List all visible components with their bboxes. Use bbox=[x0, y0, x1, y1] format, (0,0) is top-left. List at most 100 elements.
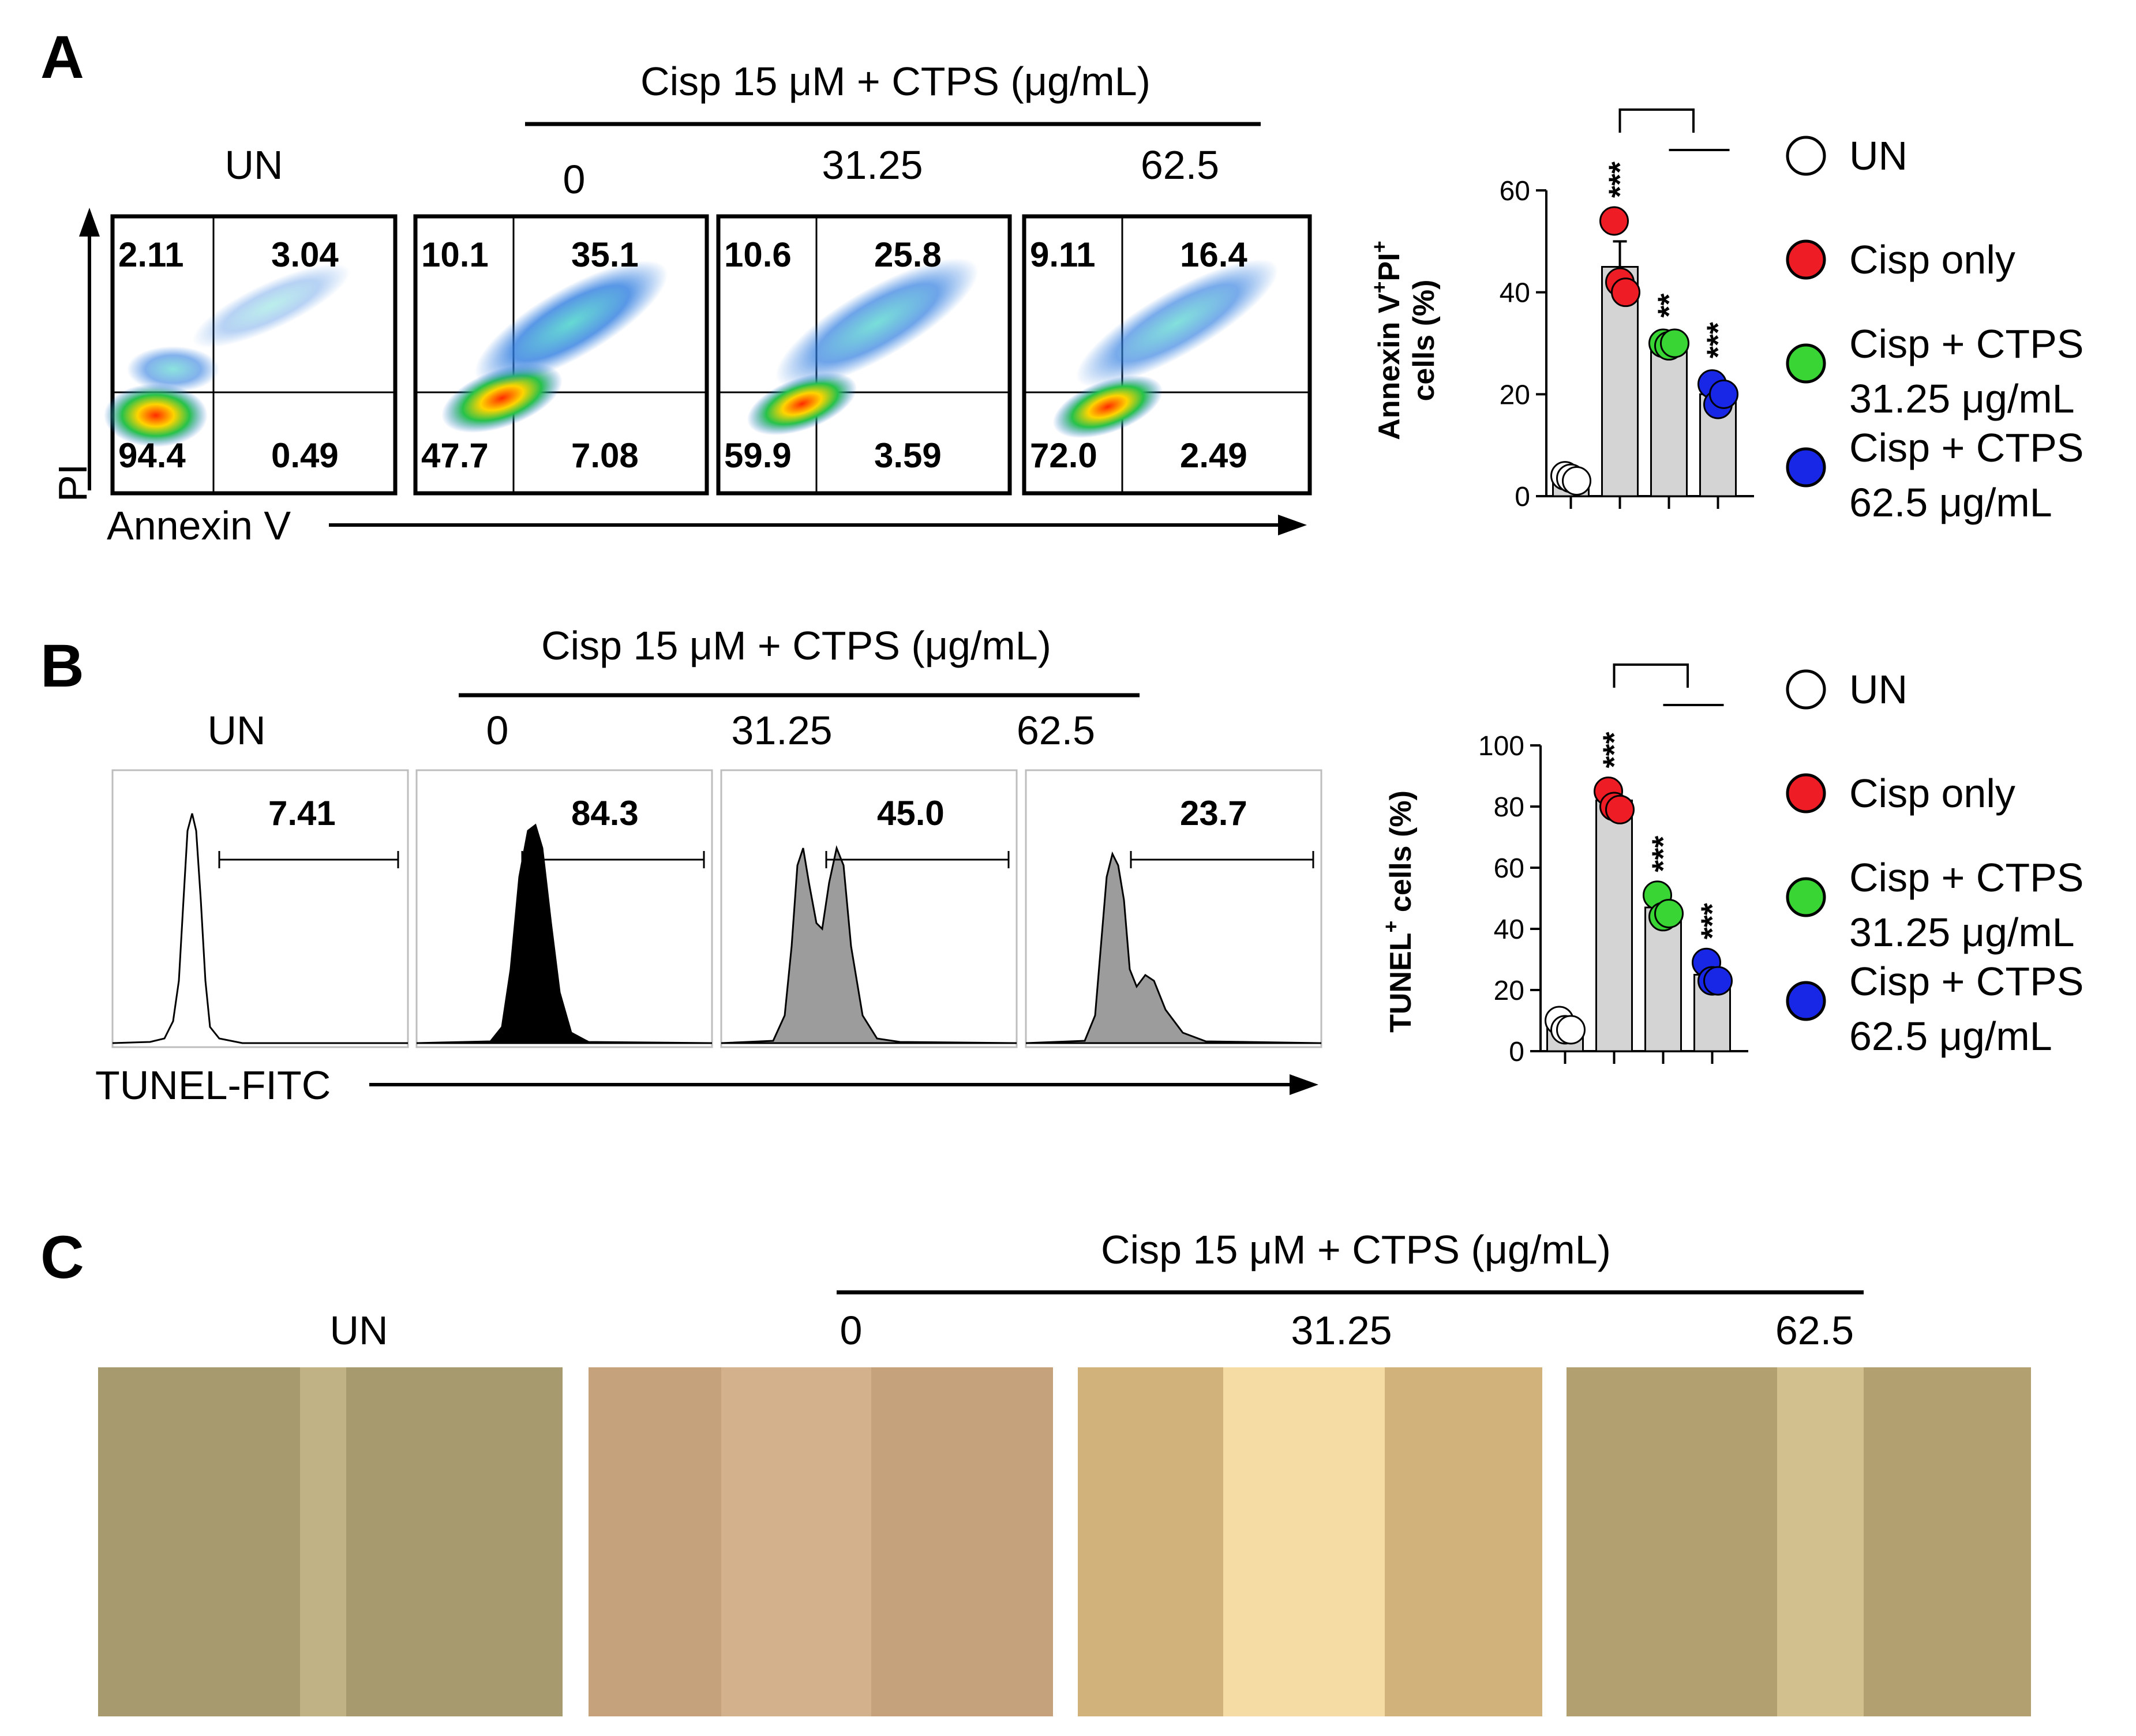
legend-marker bbox=[1786, 773, 1826, 813]
legend-label: Cisp only bbox=[1849, 237, 2015, 282]
q-ur: 3.04 bbox=[271, 235, 339, 274]
panel-b-group-31: 31.25 bbox=[731, 708, 832, 753]
legend-label: Cisp + CTPS bbox=[1849, 855, 2084, 900]
panel-a-x-label: Annexin V bbox=[107, 503, 291, 548]
y-tick-label: 80 bbox=[1494, 792, 1524, 823]
q-ul: 10.1 bbox=[421, 235, 489, 274]
panel-a-group-62: 62.5 bbox=[1141, 143, 1219, 188]
legend-label-line2: 62.5 μg/mL bbox=[1849, 1014, 2052, 1059]
y-axis-label: Annexin V+PI+ bbox=[1367, 241, 1406, 440]
legend-label: Cisp + CTPS bbox=[1849, 425, 2084, 470]
q-ll: 59.9 bbox=[724, 436, 792, 475]
legend-marker bbox=[1786, 877, 1826, 917]
panel-a-group-31: 31.25 bbox=[822, 143, 923, 188]
q-ll: 47.7 bbox=[421, 436, 489, 475]
bar bbox=[1595, 799, 1633, 1052]
gate-value: 45.0 bbox=[877, 794, 945, 833]
data-point bbox=[1660, 328, 1689, 358]
panel-c-group-62: 62.5 bbox=[1775, 1308, 1854, 1353]
hist-fill-62 bbox=[1025, 851, 1322, 1044]
y-tick-label: 100 bbox=[1478, 731, 1524, 762]
gate-value: 23.7 bbox=[1180, 794, 1247, 833]
y-axis-label-line2: cells (%) bbox=[1407, 280, 1441, 402]
panel-c-group-31: 31.25 bbox=[1291, 1308, 1392, 1353]
micrograph-cisp bbox=[589, 1367, 1053, 1716]
q-ur: 25.8 bbox=[874, 235, 942, 274]
micrograph-un bbox=[98, 1367, 563, 1716]
y-tick-label: 60 bbox=[1500, 176, 1530, 207]
q-ul: 9.11 bbox=[1030, 235, 1095, 274]
data-point bbox=[1709, 379, 1738, 409]
data-point bbox=[1611, 278, 1640, 308]
data-point bbox=[1562, 466, 1591, 496]
significance-label: ** bbox=[1652, 294, 1687, 318]
data-point bbox=[1703, 966, 1733, 996]
bar bbox=[1644, 906, 1682, 1052]
legend-label: Cisp + CTPS bbox=[1849, 959, 2084, 1004]
y-tick-label: 20 bbox=[1494, 976, 1524, 1006]
panel-c-treatment-header: Cisp 15 μM + CTPS (μg/mL) bbox=[1101, 1227, 1611, 1272]
panel-a-x-arrowhead bbox=[1278, 515, 1307, 535]
data-point bbox=[1556, 1015, 1586, 1045]
legend-marker bbox=[1786, 447, 1826, 488]
y-axis-label: TUNEL+ cells (%) bbox=[1379, 790, 1418, 1033]
legend-label-line2: 62.5 μg/mL bbox=[1849, 480, 2052, 525]
q-lr: 7.08 bbox=[571, 436, 639, 475]
legend-label: Cisp only bbox=[1849, 771, 2015, 816]
bar-chart-b: 0 20 40 60 80 100 *** *** *** TUNEL+ cells (%) bbox=[1379, 663, 1748, 1067]
dotplot-cisp: 10.1 35.1 47.7 7.08 bbox=[413, 214, 709, 496]
panel-a-y-label: PI bbox=[50, 464, 95, 502]
panel-a-y-arrowhead bbox=[79, 208, 100, 237]
q-ul: 10.6 bbox=[724, 235, 792, 274]
legend-label: UN bbox=[1849, 133, 1908, 178]
q-ul: 2.11 bbox=[118, 235, 183, 274]
legend-label-line2: 31.25 μg/mL bbox=[1849, 376, 2075, 421]
dotplot-ctps-31: 10.6 25.8 59.9 3.59 bbox=[716, 214, 1012, 496]
panel-c-group-un: UN bbox=[329, 1308, 388, 1353]
panel-b-letter: B bbox=[40, 632, 84, 700]
significance-label: *** bbox=[1695, 903, 1730, 939]
micrograph-ctps-62 bbox=[1567, 1367, 2031, 1716]
hist-fill-cisp bbox=[416, 823, 713, 1044]
significance-label: *** bbox=[1603, 162, 1637, 198]
significance-label: *** bbox=[1646, 836, 1681, 872]
legend-label: Cisp + CTPS bbox=[1849, 321, 2084, 366]
histogram-ctps-31: 45.0 bbox=[720, 769, 1018, 1048]
legend-marker bbox=[1786, 981, 1826, 1021]
legend-marker bbox=[1786, 669, 1826, 710]
panel-b-x-label: TUNEL-FITC bbox=[95, 1063, 331, 1108]
panel-b-x-arrowhead bbox=[1290, 1074, 1318, 1095]
gate-value: 7.41 bbox=[268, 794, 336, 833]
y-tick-label: 0 bbox=[1509, 1037, 1524, 1067]
comparison-bracket bbox=[1618, 108, 1695, 133]
panel-a-letter: A bbox=[40, 24, 84, 91]
dotplot-un: 2.11 3.04 94.4 0.49 bbox=[104, 214, 398, 496]
data-point bbox=[1654, 899, 1684, 928]
q-ll: 72.0 bbox=[1030, 436, 1097, 475]
legend-marker bbox=[1786, 343, 1826, 384]
q-ur: 35.1 bbox=[571, 235, 639, 274]
dotplot-ctps-62: 9.11 16.4 72.0 2.49 bbox=[1022, 214, 1312, 496]
gate-value: 84.3 bbox=[571, 794, 639, 833]
q-lr: 3.59 bbox=[874, 436, 942, 475]
panel-b-treatment-header: Cisp 15 μM + CTPS (μg/mL) bbox=[541, 623, 1051, 668]
q-ll: 94.4 bbox=[118, 436, 186, 475]
y-tick-label: 20 bbox=[1500, 380, 1530, 410]
panel-a-group-un: UN bbox=[224, 143, 283, 188]
histogram-un: 7.41 bbox=[111, 769, 409, 1048]
legend-label: UN bbox=[1849, 667, 1908, 712]
comparison-bracket bbox=[1613, 663, 1689, 688]
panel-a-treatment-header: Cisp 15 μM + CTPS (μg/mL) bbox=[640, 59, 1151, 104]
micrograph-ctps-31 bbox=[1078, 1367, 1542, 1716]
panel-b-group-un: UN bbox=[207, 708, 265, 753]
histogram-cisp: 84.3 bbox=[415, 769, 713, 1048]
panel-a-group-0: 0 bbox=[563, 157, 586, 202]
panel-b-group-62: 62.5 bbox=[1017, 708, 1095, 753]
q-lr: 0.49 bbox=[271, 436, 339, 475]
legend-label-line2: 31.25 μg/mL bbox=[1849, 910, 2075, 955]
legend-marker bbox=[1786, 136, 1826, 176]
